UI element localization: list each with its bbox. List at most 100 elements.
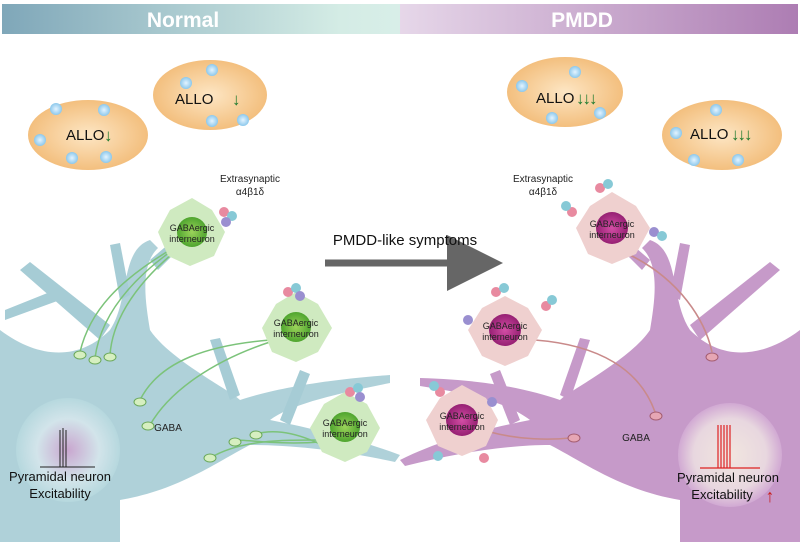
normal-allo-vesicle-2-part	[180, 77, 192, 89]
receptor-icon-part	[657, 231, 667, 241]
normal-spike-train	[40, 428, 95, 468]
pmdd-pyramidal-neuron-part	[670, 243, 690, 300]
label-text: interneuron	[322, 429, 368, 439]
receptor-icon-part	[221, 217, 231, 227]
pmdd-pyramidal-neuron-part	[690, 262, 780, 340]
pmdd-pyramidal-neuron-part	[490, 370, 520, 425]
normal-axons-part	[94, 251, 171, 359]
normal-pyramidal-label: Pyramidal neuron	[9, 469, 111, 484]
down-arrow-icon: ↓	[104, 126, 113, 145]
label-text: interneuron	[273, 329, 319, 339]
receptor-icon-part	[479, 453, 489, 463]
pmdd-allo-vesicle-1-part	[507, 57, 623, 127]
normal-excitability-label: Excitability	[29, 486, 91, 501]
receptor-icon	[219, 207, 237, 227]
pmdd-header-bar	[400, 4, 798, 34]
receptor-icon-part	[355, 392, 365, 402]
label-text: GABAergic	[483, 321, 528, 331]
receptor-icon	[283, 283, 305, 301]
normal-axons-part	[109, 253, 173, 356]
pmdd-interneuron-2: GABAergic interneuron	[463, 283, 557, 366]
normal-pyramidal-neuron-part	[280, 370, 310, 425]
normal-interneuron-1: GABAergic interneuron	[158, 198, 237, 266]
normal-allo-vesicle-1-part	[28, 100, 148, 170]
pmdd-synapses-part	[567, 433, 581, 443]
normal-allo-vesicle-1-part	[98, 104, 110, 116]
normal-receptor-subtype: α4β1δ	[236, 187, 265, 198]
pmdd-allo-vesicle-1-part	[594, 107, 606, 119]
normal-pyramidal-neuron-part	[20, 262, 110, 340]
receptor-icon-part	[649, 227, 659, 237]
normal-header-bar	[2, 4, 400, 34]
allo-label: ALLO	[175, 91, 213, 108]
pmdd-excitability-label: Excitability	[691, 487, 753, 502]
normal-allo-vesicle-2: ALLO ↓	[153, 60, 267, 130]
receptor-icon-part	[595, 183, 605, 193]
receptor-icon	[345, 383, 365, 402]
receptor-icon-part	[561, 201, 571, 211]
pmdd-receptor-label: Extrasynaptic	[513, 174, 573, 185]
normal-allo-vesicle-1-part	[34, 134, 46, 146]
allo-label: ALLO	[536, 90, 574, 107]
pmdd-axons-part	[629, 254, 713, 353]
normal-pyramidal-neuron-part	[210, 338, 240, 400]
normal-synapses-part	[88, 355, 102, 365]
receptor-icon-part	[295, 291, 305, 301]
label-text: interneuron	[439, 422, 485, 432]
normal-allo-vesicle-2-part	[206, 64, 218, 76]
pmdd-gaba-label: GABA	[622, 433, 650, 444]
receptor-icon-part	[499, 283, 509, 293]
pmdd-spike-train	[700, 425, 760, 469]
receptor-icon-part	[463, 315, 473, 325]
pmdd-allo-vesicle-1-part	[546, 112, 558, 124]
pmdd-allo-vesicle-1: ALLO ↓↓↓	[507, 57, 623, 127]
normal-pyramidal-neuron-part	[5, 290, 60, 320]
normal-synapses	[73, 350, 263, 463]
pmdd-synapses	[567, 352, 719, 443]
normal-synapses-part	[203, 453, 217, 463]
label-text: GABAergic	[170, 223, 215, 233]
pmdd-pyramidal-neuron-part	[560, 338, 590, 400]
receptor-icon	[429, 381, 497, 463]
normal-interneuron-3: GABAergic interneuron	[310, 383, 380, 462]
normal-title: Normal	[147, 9, 219, 32]
normal-synapses-part	[141, 421, 155, 431]
pmdd-axons-part	[489, 431, 571, 440]
label-text: interneuron	[482, 332, 528, 342]
pmdd-interneuron-3-part	[446, 404, 478, 436]
normal-synapses-part	[103, 352, 117, 362]
label-text: interneuron	[589, 230, 635, 240]
pmdd-interneuron-1: GABAergic interneuron	[561, 179, 667, 264]
label-text: GABAergic	[440, 411, 485, 421]
normal-gaba-label: GABA	[154, 423, 182, 434]
allo-label: ALLO	[66, 127, 104, 144]
normal-synapses-part	[73, 350, 87, 360]
receptor-icon-part	[487, 397, 497, 407]
pmdd-allo-vesicle-2: ALLO ↓↓↓	[662, 100, 782, 170]
normal-axons-part	[149, 341, 271, 426]
pmdd-interneuron-1-part	[596, 212, 628, 244]
receptor-icon-part	[345, 387, 355, 397]
pmdd-allo-vesicle-2-part	[732, 154, 744, 166]
receptor-icon-part	[283, 287, 293, 297]
normal-allo-vesicle-1: ALLO ↓	[28, 100, 148, 170]
pmdd-synapses-part	[649, 411, 663, 421]
label-text: GABAergic	[590, 219, 635, 229]
normal-allo-vesicle-2-part	[237, 114, 249, 126]
label-text: interneuron	[169, 234, 215, 244]
receptor-icon	[561, 179, 667, 241]
pmdd-title: PMDD	[551, 9, 613, 32]
pmdd-allo-vesicle-1-part	[569, 66, 581, 78]
triple-down-arrow-icon: ↓↓↓	[576, 89, 596, 108]
normal-synapses-part	[249, 430, 263, 440]
pmdd-allo-vesicle-2-part	[688, 154, 700, 166]
normal-pyramidal-neuron-part	[110, 243, 130, 300]
receptor-icon-part	[547, 295, 557, 305]
pmdd-allo-vesicle-2-part	[670, 127, 682, 139]
label-text: GABAergic	[274, 318, 319, 328]
normal-allo-vesicle-1-part	[50, 103, 62, 115]
receptor-icon-part	[291, 283, 301, 293]
receptor-icon-part	[429, 381, 439, 391]
normal-synapses-part	[133, 397, 147, 407]
